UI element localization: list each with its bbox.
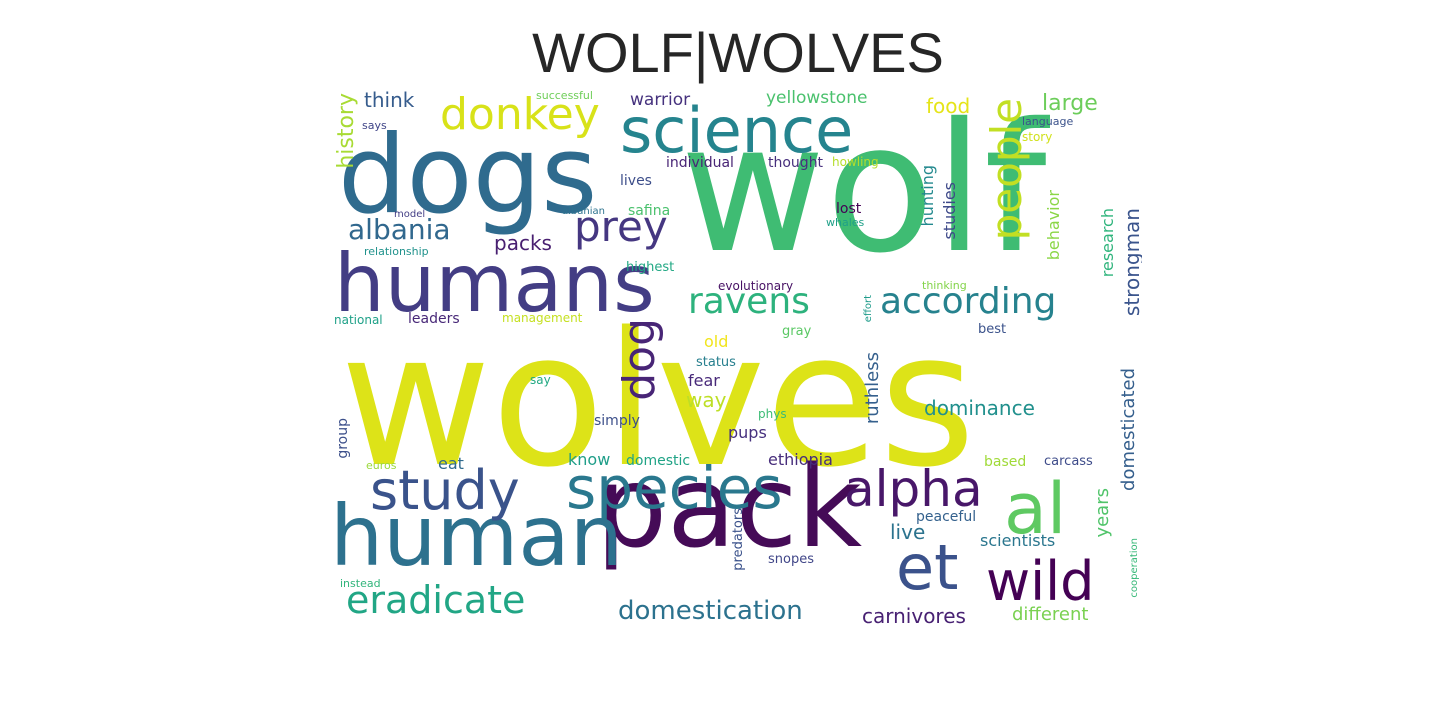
word-history: history	[334, 93, 359, 169]
word-food: food	[926, 94, 971, 118]
word-old: old	[704, 332, 729, 351]
word-different: different	[1012, 604, 1089, 625]
word-successful: successful	[536, 89, 593, 102]
word-eradicate: eradicate	[346, 578, 526, 622]
word-ethiopia: ethiopia	[768, 450, 833, 469]
word-national: national	[334, 313, 383, 327]
word-ruthless: ruthless	[862, 352, 883, 425]
word-know: know	[568, 450, 611, 469]
word-lives: lives	[620, 173, 652, 189]
word-cloud: wolves wolf pack dogs humans human science spec…	[330, 85, 1142, 626]
word-says: says	[362, 119, 387, 132]
word-model: model	[394, 209, 426, 220]
word-thought: thought	[768, 155, 824, 171]
word-safina: safina	[628, 203, 671, 219]
word-scientists: scientists	[980, 531, 1056, 550]
word-large: large	[1042, 91, 1098, 116]
word-lost: lost	[836, 201, 862, 217]
word-eat: eat	[438, 454, 464, 473]
word-human: human	[330, 487, 624, 585]
word-strongman: strongman	[1120, 208, 1142, 317]
word-study: study	[370, 459, 520, 522]
word-humans: humans	[334, 237, 655, 330]
word-pups: pups	[728, 423, 767, 442]
word-domestication: domestication	[618, 596, 803, 625]
word-dog: dog	[614, 318, 665, 401]
word-wolves: wolves	[340, 292, 976, 508]
word-according: according	[880, 281, 1057, 322]
word-based: based	[984, 454, 1027, 470]
word-peaceful: peaceful	[916, 509, 977, 525]
word-ravens: ravens	[688, 281, 810, 322]
word-albania: albania	[348, 213, 451, 246]
word-evolutionary: evolutionary	[718, 279, 794, 293]
word-management: management	[502, 311, 583, 325]
word-packs: packs	[494, 231, 552, 255]
word-al: al	[1004, 468, 1067, 550]
word-donkey: donkey	[440, 89, 600, 140]
word-leaders: leaders	[408, 311, 460, 327]
word-hunting: hunting	[918, 165, 937, 227]
word-thinking: thinking	[922, 279, 967, 292]
word-story: story	[1022, 130, 1053, 144]
word-domesticated: domesticated	[1118, 368, 1139, 491]
word-live: live	[890, 520, 926, 544]
word-instead: instead	[340, 577, 381, 590]
word-carcass: carcass	[1044, 454, 1093, 469]
word-species: species	[566, 454, 783, 522]
word-effort: effort	[863, 295, 874, 323]
word-language: language	[1022, 115, 1074, 128]
word-think: think	[364, 88, 415, 112]
word-yellowstone: yellowstone	[766, 88, 868, 108]
word-phys: phys	[758, 407, 787, 421]
word-predators: predators	[731, 508, 746, 571]
word-best: best	[978, 322, 1007, 337]
word-say: say	[530, 373, 551, 387]
word-group: group	[335, 418, 351, 459]
word-et: et	[896, 531, 959, 604]
word-highest: highest	[626, 260, 675, 275]
word-years: years	[1092, 488, 1113, 538]
word-wolf: wolf	[680, 85, 1047, 292]
word-euros: euros	[366, 459, 397, 472]
word-dogs: dogs	[338, 113, 598, 238]
word-gray: gray	[782, 324, 812, 339]
word-simply: simply	[594, 413, 640, 429]
word-carnivores: carnivores	[862, 604, 966, 625]
word-wild: wild	[986, 550, 1095, 613]
word-individual: individual	[666, 155, 734, 171]
word-snopes: snopes	[768, 552, 814, 567]
word-research: research	[1098, 208, 1117, 278]
word-relationship: relationship	[364, 245, 429, 258]
word-status: status	[696, 355, 736, 370]
word-science: science	[620, 94, 854, 167]
word-pack: pack	[596, 443, 863, 573]
word-dominance: dominance	[924, 396, 1035, 420]
word-whales: whales	[826, 216, 865, 229]
word-behavior: behavior	[1044, 190, 1063, 261]
word-domestic: domestic	[626, 453, 691, 469]
word-prey: prey	[574, 202, 668, 251]
word-studies: studies	[940, 182, 959, 240]
word-cooperation: cooperation	[1129, 538, 1140, 598]
word-warrior: warrior	[630, 90, 691, 110]
word-way: way	[686, 388, 727, 412]
word-fear: fear	[688, 371, 720, 390]
word-alpha: alpha	[844, 460, 983, 518]
page-title: WOLF|WOLVES	[532, 21, 944, 84]
word-albanian: albanian	[562, 206, 605, 217]
word-howling: howling	[832, 155, 879, 169]
